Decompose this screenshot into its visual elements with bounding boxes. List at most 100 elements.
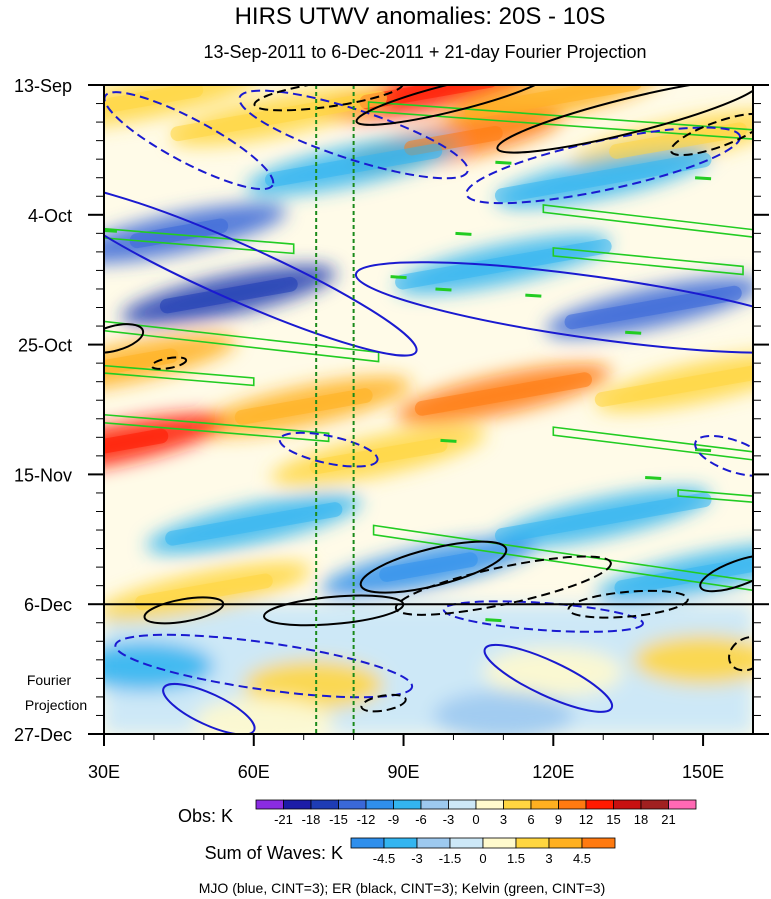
obs-anomaly-stripe bbox=[170, 90, 388, 142]
obs-colorbar-label: Obs: K bbox=[178, 806, 233, 826]
colorbar-tick-label: 3 bbox=[545, 851, 552, 866]
mjo-contour bbox=[104, 91, 275, 191]
colorbar-tick-label: 3 bbox=[500, 812, 507, 827]
chart-title: HIRS UTWV anomalies: 20S - 10S bbox=[235, 3, 606, 30]
colorbar-swatch bbox=[482, 837, 517, 849]
wave-sum-blob bbox=[243, 659, 384, 710]
obs-anomaly-stripe bbox=[234, 388, 373, 425]
er-contour bbox=[359, 540, 508, 594]
colorbar-tick-label: 15 bbox=[606, 812, 620, 827]
colorbar-swatch bbox=[530, 799, 559, 810]
er-contour bbox=[360, 693, 407, 713]
colorbar-swatch bbox=[585, 799, 614, 810]
colorbar-swatch bbox=[365, 799, 394, 810]
x-tick-label: 60E bbox=[238, 762, 270, 782]
wave-sum-blob bbox=[104, 641, 214, 691]
obs-anomaly-stripe bbox=[414, 372, 592, 416]
projection-label-line1: Fourier bbox=[27, 672, 72, 688]
kelvin-contour bbox=[104, 413, 330, 443]
colorbar-tick-label: -4.5 bbox=[373, 851, 395, 866]
kelvin-contour bbox=[542, 204, 753, 238]
colorbar-swatch bbox=[475, 799, 504, 810]
colorbar-tick-label: 21 bbox=[661, 812, 675, 827]
kelvin-contour-fragment bbox=[495, 160, 512, 165]
kelvin-contour-fragment bbox=[694, 176, 712, 181]
mjo-contour bbox=[354, 261, 753, 354]
colorbar-swatch bbox=[310, 799, 339, 810]
colorbar-swatch bbox=[548, 837, 583, 849]
obs-anomaly-stripe bbox=[395, 239, 612, 290]
colorbar-tick-label: -3 bbox=[443, 812, 455, 827]
plot-frame bbox=[103, 84, 754, 735]
mjo-contour bbox=[442, 600, 644, 633]
obs-anomaly-stripe bbox=[129, 218, 229, 249]
waves-colorbar: -4.5 -3 -1.5 0 1.5 3 4.5 bbox=[350, 837, 616, 866]
x-tick-label: 30E bbox=[88, 762, 120, 782]
er-contour bbox=[253, 85, 404, 112]
colorbar-swatch bbox=[393, 799, 422, 810]
colorbar-swatch bbox=[383, 837, 418, 849]
kelvin-contour bbox=[372, 524, 753, 592]
y-tick-label: 27-Dec bbox=[14, 725, 72, 745]
wave-sum-blob bbox=[433, 690, 574, 734]
kelvin-contour-fragment bbox=[645, 475, 662, 480]
chart-subtitle: 13-Sep-2011 to 6-Dec-2011 + 21-day Fouri… bbox=[203, 42, 646, 62]
wave-sum-blob bbox=[193, 696, 334, 734]
kelvin-contour-fragment bbox=[525, 293, 542, 298]
obs-anomaly-stripe bbox=[594, 356, 753, 407]
kelvin-contour bbox=[677, 488, 753, 504]
colorbar-tick-label: 0 bbox=[479, 851, 486, 866]
obs-anomaly-stripe bbox=[104, 85, 204, 113]
reference-lines bbox=[315, 85, 355, 734]
colorbar-tick-label: 1.5 bbox=[507, 851, 525, 866]
colorbar-swatch bbox=[416, 837, 451, 849]
obs-colorbar: -21 -18 -15 -12 -9 -6 -3 0 3 6 9 12 15 18 21 bbox=[255, 799, 697, 827]
wave-sum-blob bbox=[483, 647, 624, 697]
er-contour bbox=[355, 85, 552, 126]
kelvin-contour-fragment bbox=[435, 287, 452, 292]
er-contour bbox=[496, 85, 753, 154]
x-tick-label: 90E bbox=[388, 762, 420, 782]
y-tick-label: 15-Nov bbox=[14, 465, 72, 485]
kelvin-contour bbox=[552, 426, 753, 461]
kelvin-contour-fragment bbox=[104, 228, 118, 233]
x-tick-label: 150E bbox=[682, 762, 724, 782]
kelvin-contour bbox=[367, 101, 753, 140]
kelvin-contour-fragment bbox=[625, 330, 642, 335]
colorbar-tick-label: -15 bbox=[329, 812, 348, 827]
colorbar-tick-label: -3 bbox=[411, 851, 423, 866]
mjo-contour bbox=[162, 682, 256, 734]
kelvin-contour-fragment bbox=[455, 231, 472, 236]
colorbar-tick-label: 18 bbox=[634, 812, 648, 827]
kelvin-contour-fragment bbox=[485, 618, 502, 623]
obs-anomaly-stripe bbox=[104, 428, 169, 459]
colorbar-tick-label: -1.5 bbox=[439, 851, 461, 866]
colorbar-swatch bbox=[503, 799, 532, 810]
colorbar-tick-label: -21 bbox=[274, 812, 293, 827]
colorbar-swatch bbox=[515, 837, 550, 849]
er-contour bbox=[567, 589, 689, 619]
obs-anomaly-stripe bbox=[494, 152, 712, 203]
er-contour bbox=[150, 356, 188, 370]
colorbar-tick-label: 4.5 bbox=[573, 851, 591, 866]
colorbar-swatch bbox=[449, 837, 484, 849]
colorbar-tick-label: 9 bbox=[555, 812, 562, 827]
mjo-contour bbox=[238, 89, 469, 180]
axes: 13-Sep 4-Oct 25-Oct 15-Nov 6-Dec 27-Dec 30E 60E… bbox=[14, 76, 769, 782]
obs-anomaly-stripe bbox=[134, 573, 273, 611]
kelvin-contour bbox=[552, 246, 744, 276]
kelvin-contour bbox=[104, 364, 255, 387]
colorbar-tick-label: -9 bbox=[388, 812, 400, 827]
mjo-contour bbox=[483, 643, 614, 713]
mjo-contour bbox=[694, 434, 753, 477]
kelvin-contour-fragment bbox=[390, 275, 407, 280]
colorbar-swatch bbox=[448, 799, 477, 810]
mjo-contour bbox=[114, 633, 414, 699]
y-tick-label: 4-Oct bbox=[28, 206, 72, 226]
colorbar-tick-label: -6 bbox=[415, 812, 427, 827]
mjo-contour bbox=[104, 184, 418, 357]
colorbar-swatch bbox=[350, 837, 385, 849]
colorbar-tick-label: 0 bbox=[472, 812, 479, 827]
